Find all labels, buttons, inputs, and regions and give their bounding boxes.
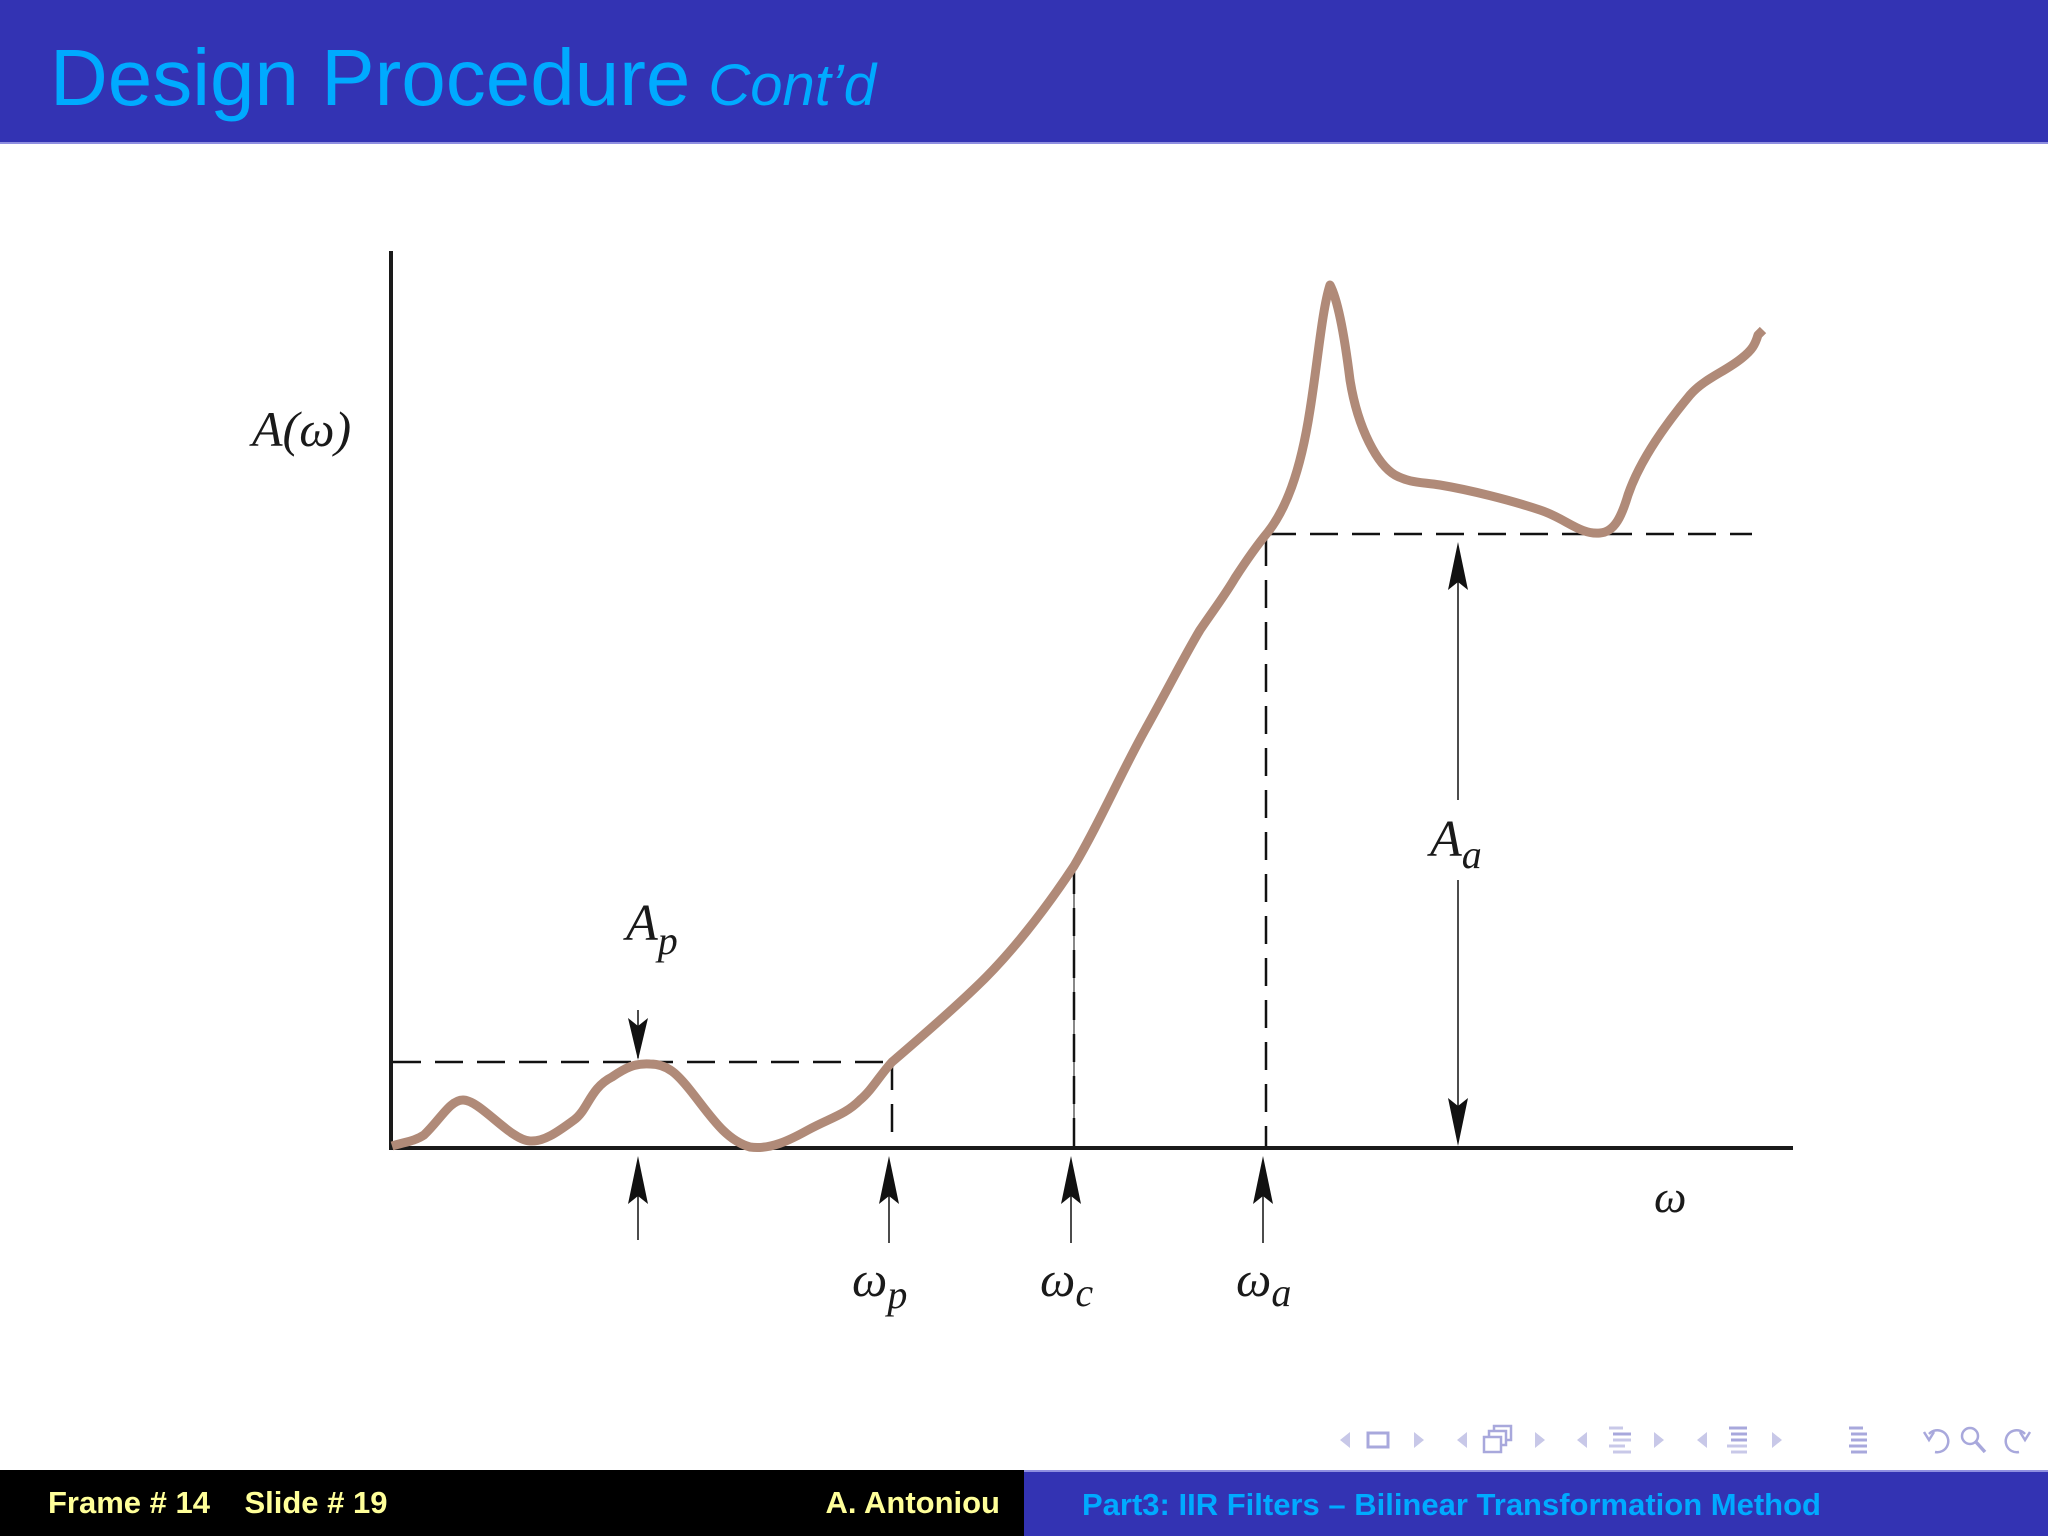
prev-section-arrow-icon[interactable] xyxy=(1693,1420,1711,1460)
presentation-part-title: Part3: IIR Filters – Bilinear Transforma… xyxy=(1082,1487,1821,1522)
prev-subsection-arrow-icon[interactable] xyxy=(1573,1420,1591,1460)
wc-arrow-icon xyxy=(1061,1156,1081,1204)
aa-arrowhead-up-icon xyxy=(1448,542,1468,590)
next-slide-arrow-icon[interactable] xyxy=(1410,1420,1428,1460)
subsection-icon[interactable] xyxy=(1604,1420,1636,1460)
ap-label: Ap xyxy=(623,895,678,963)
ap-arrowhead-icon xyxy=(628,1018,648,1060)
wa-arrow-icon xyxy=(1253,1156,1273,1204)
slide-title-suffix: Cont’d xyxy=(708,53,877,118)
wc-label: ωc xyxy=(1040,1251,1093,1315)
frames-stack-icon[interactable] xyxy=(1480,1420,1516,1460)
slide-title-main: Design Procedure xyxy=(50,33,691,122)
x-marker-arrows xyxy=(628,1156,1273,1243)
wa-label: ωa xyxy=(1236,1251,1291,1315)
next-section-arrow-icon[interactable] xyxy=(1768,1420,1786,1460)
wp-arrow-icon xyxy=(879,1156,899,1204)
wp-label: ωp xyxy=(852,1251,907,1317)
x-axis-label: ω xyxy=(1654,1171,1686,1222)
next-subsection-arrow-icon[interactable] xyxy=(1650,1420,1668,1460)
prev-slide-arrow-icon[interactable] xyxy=(1336,1420,1354,1460)
footer-left-panel: Frame # 14 Slide # 19 A. Antoniou xyxy=(0,1470,1024,1536)
aa-label: Aa xyxy=(1427,811,1482,877)
slide-header: Design Procedure Cont’d xyxy=(0,0,2048,144)
document-icon[interactable] xyxy=(1842,1420,1874,1460)
footer-right-panel: Part3: IIR Filters – Bilinear Transforma… xyxy=(1024,1470,2048,1536)
slide-frame-icon[interactable] xyxy=(1364,1420,1392,1460)
section-icon[interactable] xyxy=(1722,1420,1754,1460)
navigation-bar xyxy=(1320,1420,2048,1460)
forward-icon[interactable] xyxy=(2000,1420,2034,1460)
peak-arrow-icon xyxy=(628,1156,648,1204)
author-name: A. Antoniou xyxy=(825,1485,1000,1520)
prev-frame-arrow-icon[interactable] xyxy=(1453,1420,1471,1460)
aa-arrowhead-down-icon xyxy=(1448,1098,1468,1146)
search-icon[interactable] xyxy=(1958,1420,1990,1460)
frame-slide-number: Frame # 14 Slide # 19 xyxy=(48,1485,388,1520)
slide-footer: Frame # 14 Slide # 19 A. Antoniou Part3:… xyxy=(0,1470,2048,1536)
back-icon[interactable] xyxy=(1920,1420,1954,1460)
next-frame-arrow-icon[interactable] xyxy=(1531,1420,1549,1460)
loss-curve xyxy=(390,280,1767,1153)
slide-title: Design Procedure Cont’d xyxy=(50,30,876,134)
y-axis-label: A(ω) xyxy=(249,401,351,457)
